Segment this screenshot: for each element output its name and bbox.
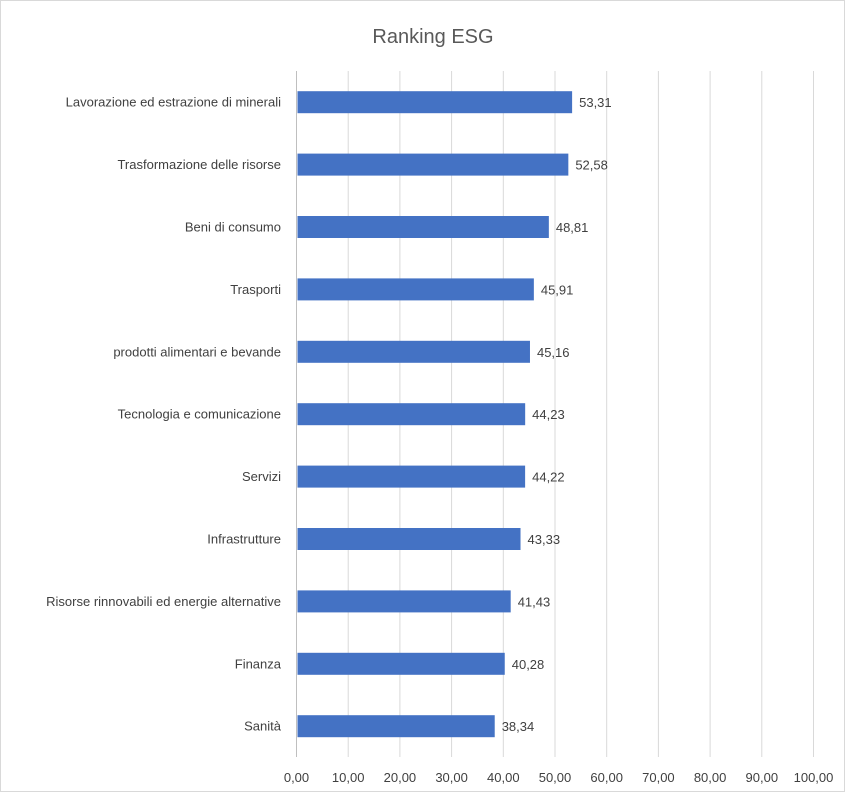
category-label: Trasformazione delle risorse <box>117 157 281 172</box>
category-label: Servizi <box>242 469 281 484</box>
data-label: 45,16 <box>537 345 570 360</box>
data-label: 40,28 <box>512 657 545 672</box>
category-label: prodotti alimentari e bevande <box>113 344 281 359</box>
x-tick-label: 80,00 <box>694 770 727 785</box>
x-tick-label: 10,00 <box>332 770 365 785</box>
data-label: 45,91 <box>541 282 574 297</box>
bar <box>297 340 530 363</box>
data-label: 44,22 <box>532 470 565 485</box>
bars <box>297 91 573 738</box>
category-label: Tecnologia e comunicazione <box>118 407 281 422</box>
x-tick-label: 30,00 <box>435 770 468 785</box>
bar <box>297 216 549 238</box>
bar <box>297 590 511 613</box>
bar <box>297 403 526 426</box>
x-tick-label: 0,00 <box>284 770 309 785</box>
x-tick-label: 100,00 <box>794 770 834 785</box>
bar <box>297 91 573 114</box>
bar <box>297 652 505 675</box>
x-tick-label: 20,00 <box>384 770 417 785</box>
x-tick-label: 70,00 <box>642 770 675 785</box>
category-label: Trasporti <box>230 282 281 297</box>
chart-title: Ranking ESG <box>372 26 493 48</box>
category-label: Finanza <box>235 656 282 671</box>
data-label: 48,81 <box>556 220 589 235</box>
category-label: Sanità <box>244 719 282 734</box>
x-tick-label: 40,00 <box>487 770 520 785</box>
labels: 0,00 10,00 20,00 30,00 40,00 50,00 60,00 70,00 8… <box>46 95 833 785</box>
category-label: Beni di consumo <box>185 220 281 235</box>
data-label: 38,34 <box>502 719 535 734</box>
data-label: 43,33 <box>528 532 561 547</box>
data-label: 41,43 <box>518 594 551 609</box>
category-label: Infrastrutture <box>207 532 281 547</box>
category-label: Lavorazione ed estrazione di minerali <box>66 95 281 110</box>
bar <box>297 153 569 176</box>
data-label: 44,23 <box>532 407 565 422</box>
bar <box>297 465 526 488</box>
bar <box>297 715 495 738</box>
x-tick-label: 60,00 <box>590 770 623 785</box>
category-label: Risorse rinnovabili ed energie alternati… <box>46 594 281 609</box>
x-tick-label: 50,00 <box>539 770 572 785</box>
data-label: 52,58 <box>575 158 608 173</box>
x-tick-label: 90,00 <box>746 770 779 785</box>
bar <box>297 278 534 301</box>
bar <box>297 528 521 550</box>
data-label: 53,31 <box>579 95 612 110</box>
